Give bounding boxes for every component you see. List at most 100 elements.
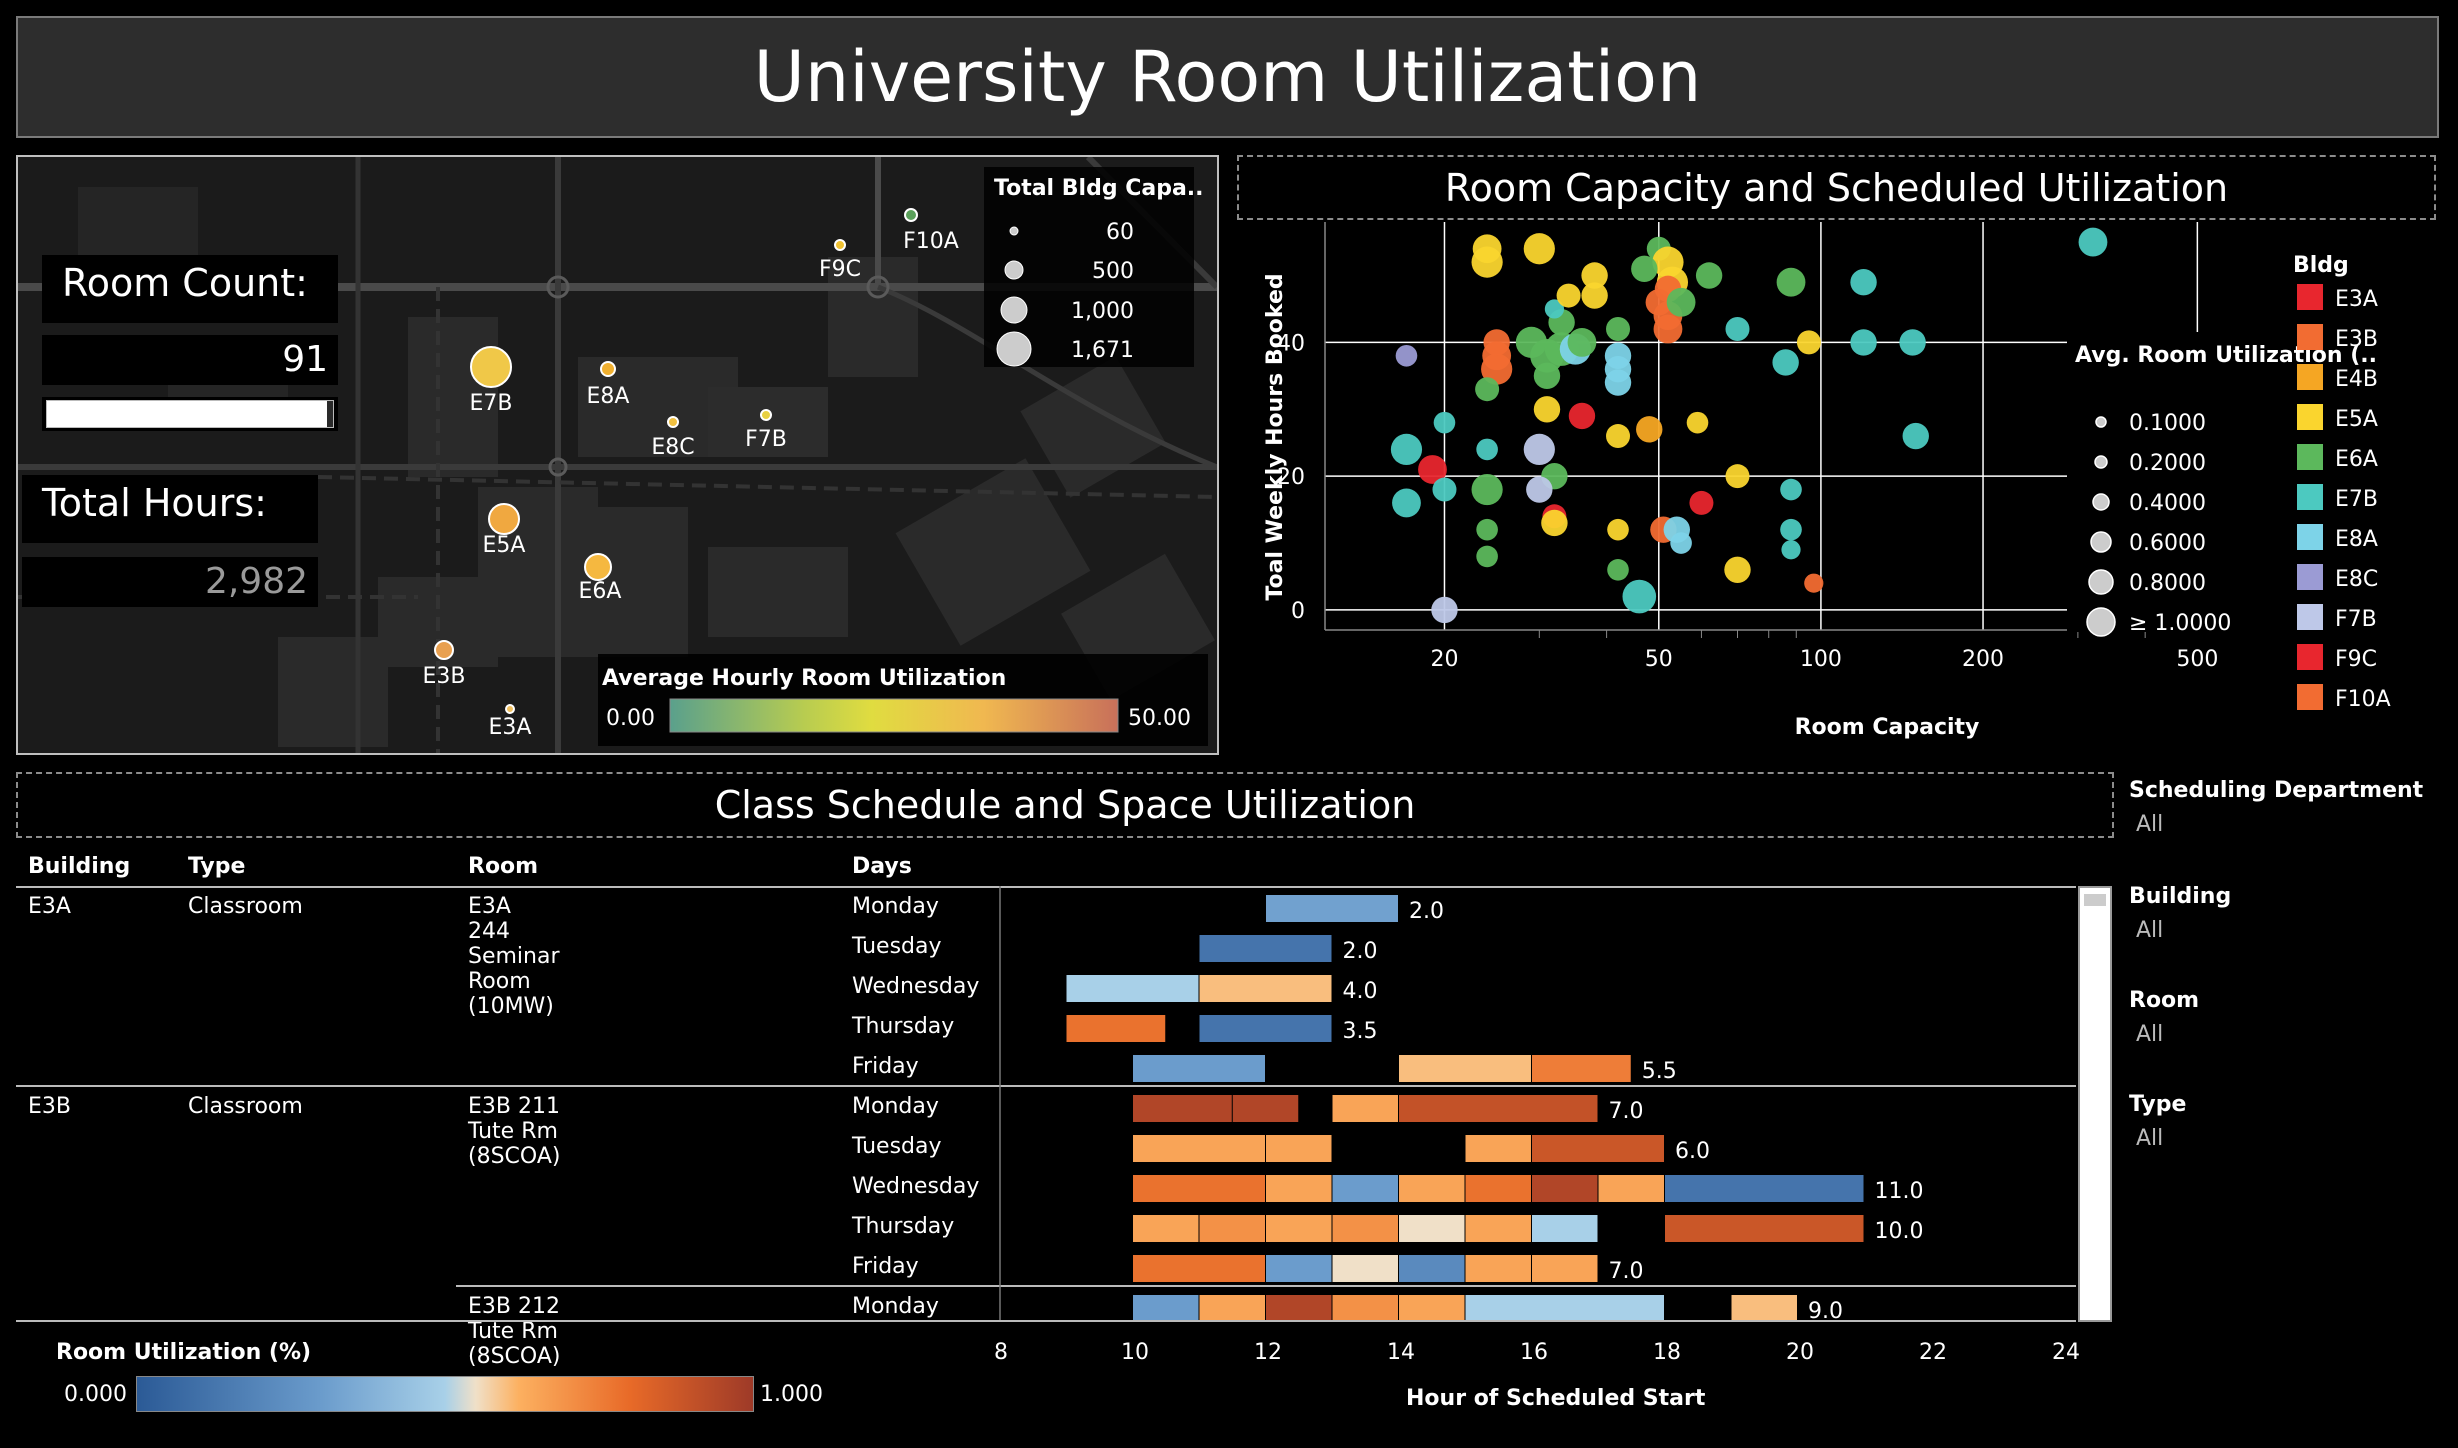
gantt-bar[interactable]	[1199, 935, 1332, 962]
map-marker-e5a[interactable]	[488, 503, 520, 535]
scatter-point-e6a[interactable]	[1776, 267, 1806, 297]
map-marker-e6a[interactable]	[584, 553, 612, 581]
scatter-point-e7b[interactable]	[1902, 422, 1929, 450]
scatter-point-e5a[interactable]	[1581, 262, 1608, 289]
legend-swatch-e8a[interactable]	[2297, 524, 2323, 550]
filter-value[interactable]: All	[2136, 1126, 2164, 1151]
col-header-building[interactable]: Building	[28, 854, 131, 879]
filter-value[interactable]: All	[2136, 812, 2164, 837]
scatter-point-e6a[interactable]	[1606, 317, 1631, 342]
legend-swatch-e6a[interactable]	[2297, 444, 2323, 470]
scatter-point-f7b[interactable]	[1431, 596, 1458, 624]
gantt-bar[interactable]	[1266, 1175, 1332, 1202]
gantt-bar[interactable]	[1133, 1055, 1265, 1082]
gantt-bar[interactable]	[1465, 1175, 1532, 1202]
gantt-bar[interactable]	[1399, 1295, 1465, 1322]
scatter-point-e7b[interactable]	[1780, 478, 1802, 501]
gantt-bar[interactable]	[1465, 1255, 1532, 1282]
gantt-bar[interactable]	[1133, 1135, 1265, 1162]
gantt-bar[interactable]	[1399, 1215, 1465, 1242]
map-marker-e3a[interactable]	[505, 704, 515, 714]
map-marker-e3b[interactable]	[434, 640, 454, 660]
gantt-bar[interactable]	[1066, 1015, 1166, 1042]
scatter-point-e6a[interactable]	[1666, 287, 1696, 317]
scatter-chart[interactable]: 20 50 100 200 500 0 20 40 Room Capacity Toal We…	[1237, 222, 2457, 752]
legend-swatch-e7b[interactable]	[2297, 484, 2323, 510]
gantt-bar[interactable]	[1066, 975, 1199, 1002]
gantt-bar[interactable]	[1266, 1215, 1332, 1242]
scatter-point-e5a[interactable]	[1796, 330, 1821, 355]
gantt-bar[interactable]	[1133, 1095, 1232, 1122]
map-marker-f7b[interactable]	[760, 409, 772, 421]
gantt-bar[interactable]	[1266, 1295, 1332, 1322]
legend-swatch-f9c[interactable]	[2297, 644, 2323, 670]
building-markers[interactable]: F10A F9C E7B E8A E8C F7B E5A E6A E3B E3A	[423, 208, 959, 740]
map-marker-e8a[interactable]	[600, 361, 616, 377]
scatter-point-e6a[interactable]	[1533, 362, 1561, 390]
scatter-point-f7b[interactable]	[1523, 433, 1555, 466]
legend-swatch-e5a[interactable]	[2297, 404, 2323, 430]
gantt-bar[interactable]	[1532, 1055, 1631, 1082]
scatter-point-e3a[interactable]	[1568, 402, 1596, 430]
legend-label-e6a[interactable]: E6A	[2335, 447, 2378, 472]
scatter-points[interactable]	[1390, 227, 2108, 624]
legend-label-e3b[interactable]: E3B	[2335, 327, 2378, 352]
gantt-bar[interactable]	[1199, 1015, 1332, 1042]
gantt-bar[interactable]	[1532, 1215, 1598, 1242]
scatter-point-e7b[interactable]	[1725, 317, 1750, 342]
gantt-bar[interactable]	[1532, 1255, 1598, 1282]
legend-label-f7b[interactable]: F7B	[2335, 607, 2377, 632]
gantt-bar[interactable]	[1399, 1095, 1598, 1122]
gantt-row[interactable]: 2.0	[1266, 895, 1444, 924]
scatter-color-legend[interactable]: Bldg E3A E3B E4B E5A E6A E7B E8A E8C F7B F9C F10A	[2293, 253, 2391, 712]
gantt-row[interactable]: 5.5	[1133, 1055, 1677, 1084]
legend-label-f10a[interactable]: F10A	[2335, 687, 2391, 712]
scatter-point-e7b[interactable]	[1392, 488, 1421, 518]
gantt-row[interactable]: 4.0	[1066, 975, 1378, 1004]
gantt-bar[interactable]	[1399, 1055, 1531, 1082]
gantt-bar[interactable]	[1598, 1175, 1665, 1202]
legend-swatch-e3a[interactable]	[2297, 284, 2323, 310]
gantt-row[interactable]: 11.0	[1133, 1175, 1923, 1204]
legend-swatch-f7b[interactable]	[2297, 604, 2323, 630]
scatter-point-e6a[interactable]	[1631, 255, 1658, 283]
gantt-bar[interactable]	[1332, 1215, 1399, 1242]
gantt-bar[interactable]	[1332, 1095, 1399, 1122]
gantt-bar[interactable]	[1332, 1295, 1399, 1322]
scatter-point-e4b[interactable]	[1636, 416, 1663, 443]
scatter-point-e7b[interactable]	[1781, 540, 1801, 560]
gantt-bar[interactable]	[1731, 1295, 1798, 1322]
gantt-bar[interactable]	[1399, 1255, 1465, 1282]
scatter-point-e5a[interactable]	[1523, 233, 1555, 265]
scatter-point-e5a[interactable]	[1541, 509, 1568, 537]
scatter-point-e7b[interactable]	[1544, 299, 1565, 319]
scatter-point-e7b[interactable]	[2078, 227, 2108, 257]
scatter-point-e6a[interactable]	[1607, 559, 1629, 581]
scatter-point-e6a[interactable]	[1475, 377, 1500, 402]
map-marker-e7b[interactable]	[470, 346, 512, 388]
scatter-point-e3b[interactable]	[1483, 329, 1510, 356]
gantt-bar[interactable]	[1266, 1255, 1332, 1282]
legend-swatch-e4b[interactable]	[2297, 364, 2323, 390]
col-header-type[interactable]: Type	[188, 854, 246, 879]
scatter-point-e3b[interactable]	[1653, 314, 1683, 344]
gantt-bar[interactable]	[1665, 1175, 1864, 1202]
gantt-bar[interactable]	[1532, 1175, 1598, 1202]
gantt-bar[interactable]	[1665, 1215, 1864, 1242]
scatter-point-e7b[interactable]	[1899, 329, 1926, 356]
scatter-point-e7b[interactable]	[1850, 329, 1877, 356]
legend-swatch-f10a[interactable]	[2297, 684, 2323, 710]
filter-value[interactable]: All	[2136, 918, 2164, 943]
scatter-point-e5a[interactable]	[1581, 282, 1608, 309]
legend-label-f9c[interactable]: F9C	[2335, 647, 2377, 672]
gantt-bar[interactable]	[1266, 895, 1398, 922]
scatter-point-e8c[interactable]	[1395, 344, 1418, 367]
scatter-point-e6a[interactable]	[1476, 518, 1498, 541]
gantt-bar[interactable]	[1133, 1215, 1199, 1242]
scatter-point-e7b[interactable]	[1780, 518, 1802, 541]
scatter-point-e5a[interactable]	[1556, 283, 1581, 308]
scatter-point-e5a[interactable]	[1686, 411, 1709, 434]
gantt-row[interactable]: 10.0	[1133, 1215, 1923, 1244]
scatter-point-e5a[interactable]	[1533, 396, 1561, 423]
scatter-point-f10a[interactable]	[1804, 573, 1824, 593]
